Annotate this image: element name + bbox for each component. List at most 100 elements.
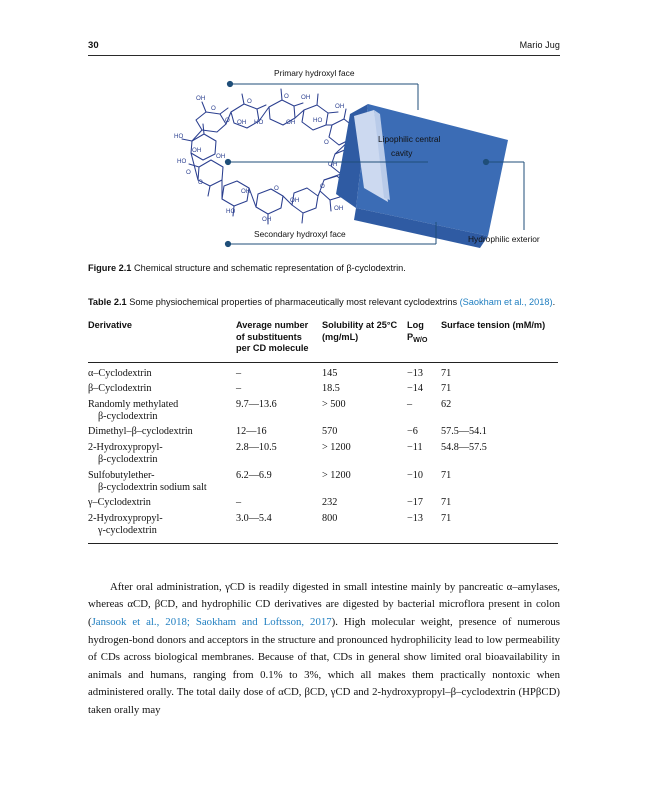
- oh-label: OH: [334, 205, 343, 212]
- cell-logp: −13: [407, 512, 423, 524]
- label-primary-hydroxyl-face: Primary hydroxyl face: [274, 68, 355, 78]
- cell-solubility: 18.5: [322, 383, 340, 395]
- cone-bottom-shade: [354, 208, 488, 248]
- o-label: O: [211, 105, 216, 112]
- col-header-derivative: Derivative: [88, 320, 236, 363]
- ho-label: HO: [313, 117, 322, 124]
- cell-logp: −11: [407, 441, 423, 453]
- cell-logp: −13: [407, 367, 423, 379]
- cyclodextrin-schematic-svg: OH HO HO O O O OH HO O OH OH OH HO O O O…: [174, 68, 540, 248]
- cell-derivative-continuation: γ-cyclodextrin: [98, 525, 157, 537]
- cell-solubility: 570: [322, 426, 338, 438]
- oh-label: OH: [290, 197, 299, 204]
- table-row: α–Cyclodextrin – 145 −13 71: [88, 362, 558, 381]
- cell-derivative: Sulfobutylether-β-cyclodextrin sodium sa…: [88, 468, 236, 496]
- label-lipophilic-cavity-line1: Lipophilic central: [378, 134, 441, 144]
- cell-substituents: 6.2—6.9: [236, 469, 272, 481]
- cell-solubility: > 500: [322, 398, 346, 410]
- cell-solubility: 800: [322, 512, 338, 524]
- cell-derivative: Dimethyl–β–cyclodextrin: [88, 426, 193, 438]
- primary-leader-dot: [226, 80, 234, 88]
- table-2-1: Derivative Average number of substituent…: [88, 320, 558, 544]
- oh-label: OH: [301, 94, 310, 101]
- cell-logp: –: [407, 398, 413, 410]
- table-row: Dimethyl–β–cyclodextrin 12—16 570 −6 57.5—54…: [88, 425, 558, 440]
- cell-surface-tension: 54.8—57.5: [441, 441, 487, 453]
- cell-derivative-continuation: β-cyclodextrin: [98, 411, 158, 422]
- table-row: Randomly methylated β-cyclodextrin 9.7—13.…: [88, 397, 558, 425]
- oh-label: OH: [335, 103, 344, 110]
- o-label: O: [247, 98, 252, 105]
- table-header-row: Derivative Average number of substituent…: [88, 320, 558, 363]
- table-caption-label: Table 2.1: [88, 297, 127, 307]
- table-bottom-rule: [88, 542, 558, 544]
- col-header-logp-subscript: W/O: [413, 334, 428, 344]
- o-label: O: [186, 169, 191, 176]
- o-label: O: [274, 185, 279, 192]
- oh-label: OH: [216, 153, 225, 160]
- secondary-leader-dot: [224, 240, 232, 248]
- body-text-part-2: ). High molecular weight, presence of nu…: [88, 615, 560, 716]
- page-number: 30: [88, 40, 99, 51]
- table-body: α–Cyclodextrin – 145 −13 71 β–Cyclodextrin – 18…: [88, 362, 558, 542]
- body-text-part-1: After oral administration, γCD is readil…: [88, 580, 560, 628]
- cell-surface-tension: 71: [441, 383, 452, 395]
- cyclodextrin-cone-schematic: [336, 104, 508, 248]
- figure-caption: Figure 2.1 Chemical structure and schema…: [88, 262, 560, 275]
- cell-substituents: –: [236, 367, 242, 379]
- cell-substituents: 12—16: [236, 426, 267, 438]
- cell-surface-tension: 71: [441, 367, 452, 379]
- table-head: Derivative Average number of substituent…: [88, 320, 558, 363]
- oh-label: OH: [328, 161, 337, 168]
- label-lipophilic-cavity-line2: cavity: [391, 148, 413, 158]
- table-caption-citation[interactable]: (Saokham et al., 2018): [459, 297, 553, 307]
- oh-label: OH: [286, 119, 295, 126]
- body-citation-1[interactable]: Jansook et al., 2018; Saokham and Loftss…: [91, 615, 332, 628]
- table-row: 2-Hydroxypropyl-β-cyclodextrin 2.8—10.5 > …: [88, 440, 558, 468]
- cell-derivative: α–Cyclodextrin: [88, 367, 152, 379]
- cell-derivative-continuation: β-cyclodextrin sodium salt: [98, 482, 207, 494]
- figure-caption-label: Figure 2.1: [88, 263, 132, 273]
- figure-2-1-graphic: OH HO HO O O O OH HO O OH OH OH HO O O O…: [88, 62, 560, 257]
- exterior-leader-dot: [482, 158, 490, 166]
- table-caption: Table 2.1 Some physiochemical properties…: [88, 296, 560, 308]
- cell-surface-tension: 57.5—54.1: [441, 426, 487, 438]
- col-header-logp-text: Log P: [407, 320, 424, 342]
- cell-surface-tension: 71: [441, 469, 452, 481]
- cell-substituents: –: [236, 497, 242, 509]
- cell-substituents: 3.0—5.4: [236, 512, 272, 524]
- oh-label: OH: [241, 188, 250, 195]
- figure-caption-text: Chemical structure and schematic represe…: [133, 263, 406, 273]
- o-label: O: [320, 183, 325, 190]
- cell-derivative: 2-Hydroxypropyl-γ-cyclodextrin: [88, 511, 236, 542]
- oh-label: OH: [262, 216, 271, 223]
- cone-cavity-highlight: [354, 110, 388, 202]
- cell-derivative: β–Cyclodextrin: [88, 383, 152, 395]
- cell-derivative: γ–Cyclodextrin: [88, 497, 151, 509]
- cell-derivative: 2-Hydroxypropyl-β-cyclodextrin: [88, 440, 236, 468]
- cell-surface-tension: 71: [441, 512, 452, 524]
- cell-logp: −14: [407, 383, 423, 395]
- col-header-surface-tension: Surface tension (mM/m): [441, 320, 558, 363]
- figure-leader-lines: [224, 80, 525, 248]
- cell-logp: −17: [407, 497, 423, 509]
- cone-body: [356, 104, 508, 236]
- table-row: 2-Hydroxypropyl-γ-cyclodextrin 3.0—5.4 800…: [88, 511, 558, 542]
- table-row: Sulfobutylether-β-cyclodextrin sodium sa…: [88, 468, 558, 496]
- cone-cavity-edge: [374, 110, 390, 200]
- running-head-author: Mario Jug: [519, 40, 560, 50]
- ho-label: HO: [174, 133, 183, 140]
- col-header-logp: Log PW/O: [407, 320, 441, 363]
- table-caption-citation-tail: .: [552, 297, 556, 307]
- table-row: β–Cyclodextrin – 18.5 −14 71: [88, 382, 558, 397]
- ho-label: HO: [177, 158, 186, 165]
- cell-solubility: > 1200: [322, 441, 351, 453]
- cell-derivative-continuation: β-cyclodextrin: [98, 454, 158, 466]
- running-head-rule: [88, 55, 560, 56]
- properties-table: Derivative Average number of substituent…: [88, 320, 558, 543]
- cell-substituents: 9.7—13.6: [236, 398, 277, 410]
- o-label: O: [225, 117, 230, 124]
- cell-solubility: 232: [322, 497, 338, 509]
- cell-substituents: 2.8—10.5: [236, 441, 277, 453]
